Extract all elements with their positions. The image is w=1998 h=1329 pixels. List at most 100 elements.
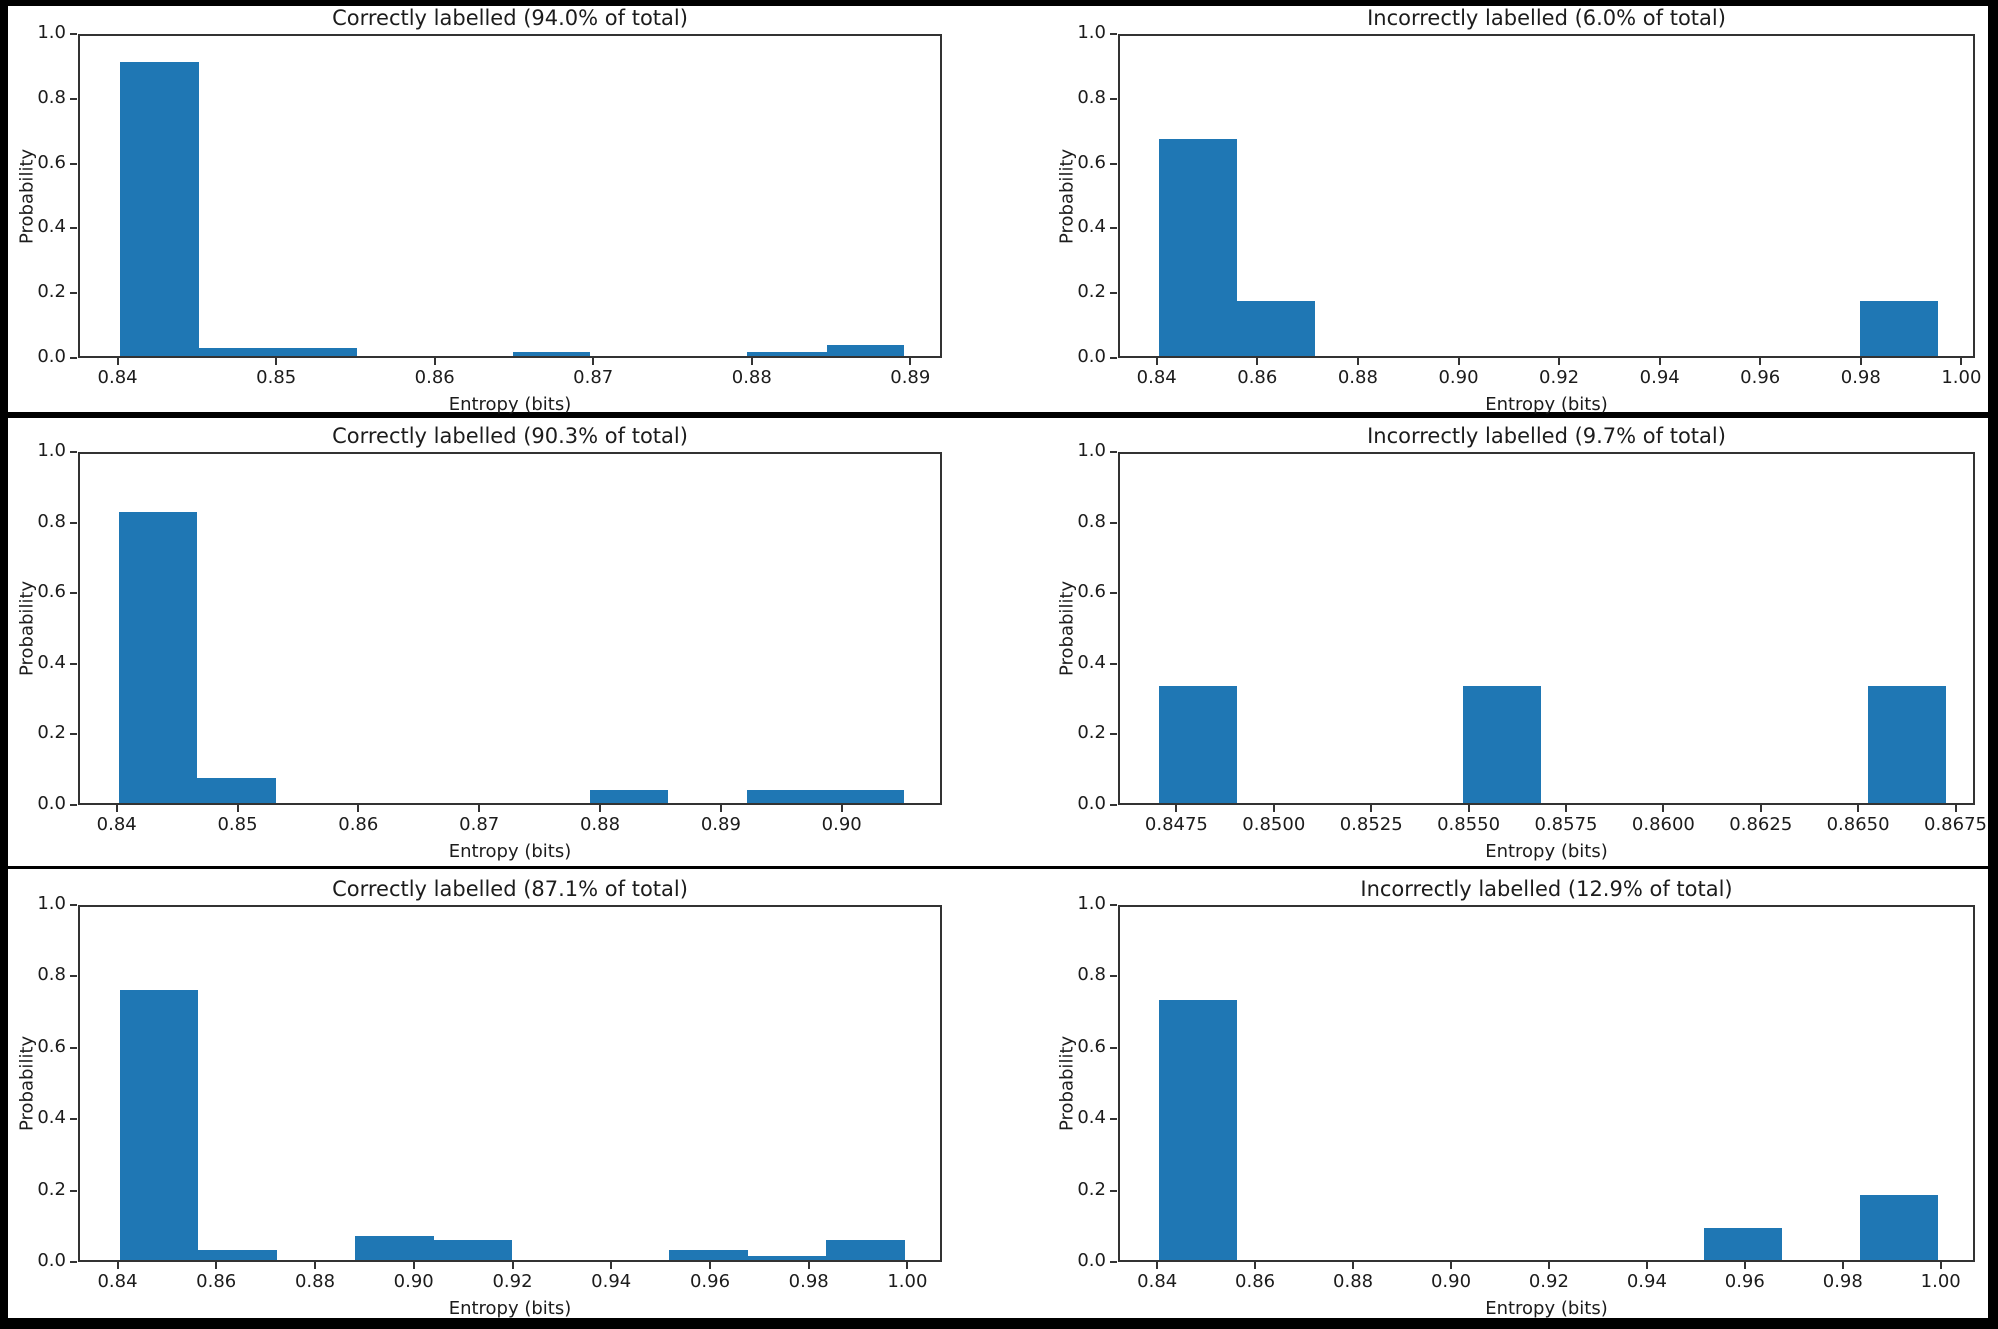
x-axis-label: Entropy (bits)	[448, 394, 572, 415]
x-tick-label: 0.94	[1639, 367, 1680, 388]
histogram-bar	[826, 345, 905, 356]
x-tick-label: 0.88	[1337, 367, 1378, 388]
y-tick-mark	[70, 33, 77, 35]
x-tick-label: 0.92	[1528, 1271, 1569, 1292]
histogram-bar	[589, 790, 669, 803]
x-tick-mark	[215, 1262, 218, 1269]
y-tick-label: 0.2	[1077, 722, 1106, 744]
y-tick-mark	[70, 521, 77, 524]
x-tick-mark	[433, 358, 436, 365]
y-tick-mark	[1110, 733, 1117, 736]
x-tick-label: 0.8675	[1924, 814, 1987, 835]
y-tick-label: 0.4	[1077, 651, 1106, 673]
y-tick-mark	[70, 904, 77, 906]
x-tick-label: 0.86	[414, 367, 455, 388]
y-tick-mark	[1110, 451, 1117, 453]
x-tick-mark	[1743, 1262, 1746, 1269]
x-axis-label: Entropy (bits)	[1485, 841, 1608, 862]
x-tick-label: 0.88	[579, 814, 621, 835]
histogram-bar	[118, 512, 198, 803]
y-tick-label: 0.2	[37, 1178, 66, 1200]
x-tick-label: 0.85	[256, 367, 297, 388]
figure-row-top: Correctly labelled (94.0% of total) 0.84 0…	[8, 6, 1988, 415]
y-tick-mark	[70, 451, 77, 453]
y-axis-label: Probability	[1056, 1035, 1078, 1132]
x-tick-label: 0.96	[1740, 367, 1781, 388]
x-tick-label: 0.84	[1136, 367, 1177, 388]
histogram-bar	[1867, 685, 1946, 803]
histogram-bar	[1462, 685, 1541, 803]
figure-row-bottom: Correctly labelled (87.1% of total) 0.84 0…	[8, 869, 1988, 1319]
x-tick-mark	[1662, 805, 1665, 812]
y-axis-label: Probability	[1056, 148, 1078, 244]
y-tick-mark	[70, 97, 77, 100]
y-tick-label: 0.0	[37, 346, 66, 367]
y-tick-label: 1.0	[37, 893, 66, 914]
x-tick-label: 0.86	[196, 1271, 237, 1292]
y-tick-mark	[1110, 1189, 1117, 1192]
x-axis-label: Entropy (bits)	[1485, 394, 1608, 415]
y-tick-label: 1.0	[37, 22, 66, 43]
histogram-bar	[747, 1255, 826, 1260]
y-tick-mark	[1110, 904, 1117, 906]
y-tick-label: 0.4	[37, 651, 66, 673]
y-tick-label: 0.2	[37, 722, 66, 744]
x-tick-label: 0.8575	[1534, 814, 1598, 835]
histogram-bar	[512, 351, 591, 356]
x-tick-mark	[906, 1262, 909, 1269]
x-tick-label: 0.84	[97, 1271, 138, 1292]
y-tick-label: 0.0	[37, 793, 66, 814]
histogram-bar	[119, 62, 199, 356]
y-tick-label: 0.4	[1077, 1107, 1106, 1129]
x-tick-label: 0.92	[1539, 367, 1580, 388]
x-tick-label: 0.85	[217, 814, 258, 835]
x-tick-label: 0.98	[788, 1271, 829, 1292]
x-tick-mark	[478, 805, 481, 812]
plot-area	[1118, 905, 1975, 1262]
subplot-right-1: Incorrectly labelled (6.0% of total) 0.84…	[998, 6, 1988, 415]
y-tick-label: 0.0	[1077, 793, 1106, 814]
plot-area	[78, 905, 942, 1262]
subplot-left-2: Correctly labelled (90.3% of total) 0.84 0…	[8, 418, 998, 866]
y-tick-mark	[70, 357, 77, 359]
y-tick-mark	[70, 662, 77, 665]
x-tick-label: 0.89	[700, 814, 741, 835]
x-tick-mark	[357, 805, 360, 812]
y-tick-label: 0.8	[37, 964, 66, 986]
x-tick-label: 0.90	[1430, 1271, 1472, 1292]
x-tick-mark	[1939, 1262, 1942, 1269]
y-tick-label: 0.6	[1077, 151, 1106, 173]
x-tick-mark	[1857, 805, 1860, 812]
x-tick-mark	[1645, 1262, 1648, 1269]
histogram-bar	[1860, 1195, 1938, 1260]
histogram-bar	[278, 348, 358, 356]
y-axis-label: Probability	[16, 1035, 38, 1132]
y-tick-label: 1.0	[1077, 22, 1106, 43]
x-tick-mark	[1370, 805, 1373, 812]
y-tick-mark	[70, 1189, 77, 1192]
y-axis-label: Probability	[16, 580, 38, 677]
y-tick-label: 1.0	[1077, 893, 1106, 914]
x-tick-mark	[1759, 805, 1762, 812]
x-tick-label: 1.00	[1941, 367, 1982, 388]
x-tick-label: 0.88	[731, 367, 772, 388]
x-tick-mark	[314, 1262, 316, 1269]
y-tick-label: 0.2	[1077, 281, 1106, 303]
y-tick-mark	[1110, 97, 1117, 100]
y-tick-mark	[1110, 227, 1117, 230]
y-tick-label: 0.8	[1077, 510, 1106, 532]
y-tick-mark	[70, 292, 77, 295]
x-tick-mark	[1256, 358, 1259, 365]
y-tick-mark	[1110, 33, 1117, 35]
y-tick-mark	[1110, 1261, 1117, 1263]
y-tick-mark	[70, 162, 77, 165]
x-tick-label: 0.84	[96, 814, 137, 835]
y-tick-mark	[1110, 975, 1117, 978]
x-tick-label: 0.8650	[1826, 814, 1890, 835]
subplot-right-3: Incorrectly labelled (12.9% of total) 0.8…	[998, 869, 1988, 1319]
x-tick-mark	[1841, 1262, 1844, 1269]
x-tick-mark	[1356, 358, 1359, 365]
x-tick-mark	[1450, 1262, 1452, 1269]
x-tick-label: 0.84	[97, 367, 138, 388]
